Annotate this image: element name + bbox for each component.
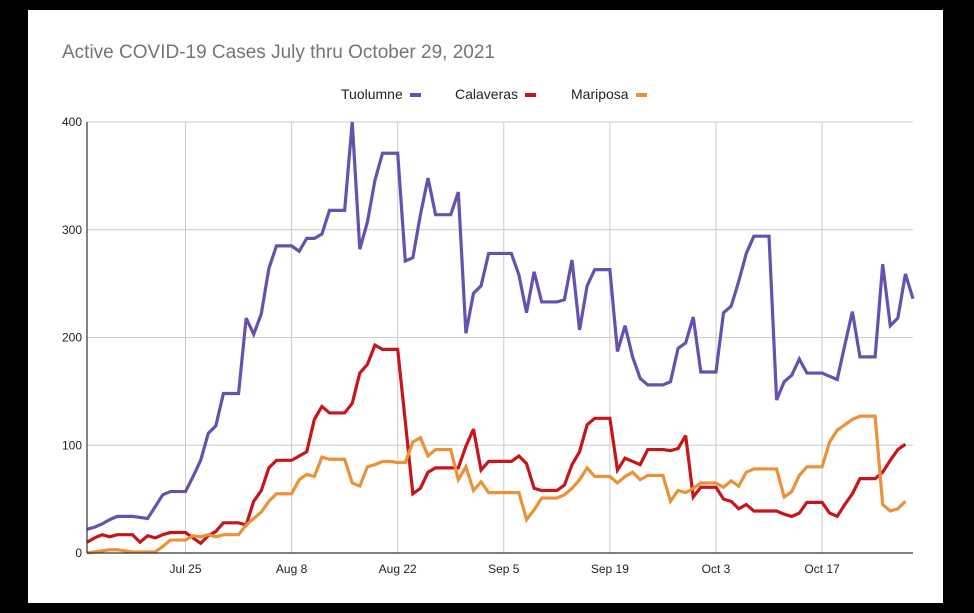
x-tick-label: Oct 17 [804,562,840,576]
x-tick-label: Sep 5 [488,562,520,576]
series-line-mariposa [86,414,907,555]
series-lines [86,121,915,555]
y-tick-label: 300 [62,223,82,237]
legend-swatch-mariposa [635,92,647,97]
x-tick-label: Aug 22 [379,562,417,576]
x-tick-label: Jul 25 [169,562,201,576]
x-tick-label: Aug 8 [276,562,308,576]
legend-swatch-tuolumne [409,92,421,97]
y-tick-label: 100 [62,438,82,452]
y-tick-label: 0 [75,546,82,560]
legend-item-calaveras[interactable]: Calaveras [455,86,537,102]
x-tick-label: Sep 19 [591,562,629,576]
gridlines [87,121,913,553]
legend-label-tuolumne: Tuolumne [341,86,403,102]
series-line-calaveras [86,342,907,546]
axes [86,122,913,554]
series-line-tuolumne [86,121,915,531]
x-tick-label: Oct 3 [702,562,731,576]
x-axis-ticks: Jul 25 Aug 8 Aug 22 Sep 5 Sep 19 Oct 3 Oct 17 [169,562,840,576]
legend-label-calaveras: Calaveras [455,86,519,102]
legend-item-mariposa[interactable]: Mariposa [571,86,647,102]
y-tick-label: 200 [62,331,82,345]
y-tick-label: 400 [62,115,82,129]
chart-card: Active COVID-19 Cases July thru October … [28,10,943,603]
y-axis-ticks: 0 100 200 300 400 [62,115,82,560]
legend-item-tuolumne[interactable]: Tuolumne [341,86,421,102]
plot-area: 0 100 200 300 400 Jul 25 Aug 8 Aug 22 Sep 5 Sep … [62,115,915,576]
legend-label-mariposa: Mariposa [571,86,629,102]
chart-title: Active COVID-19 Cases July thru October … [62,42,495,63]
legend-swatch-calaveras [525,92,537,97]
legend: Tuolumne Calaveras Mariposa [28,86,943,108]
